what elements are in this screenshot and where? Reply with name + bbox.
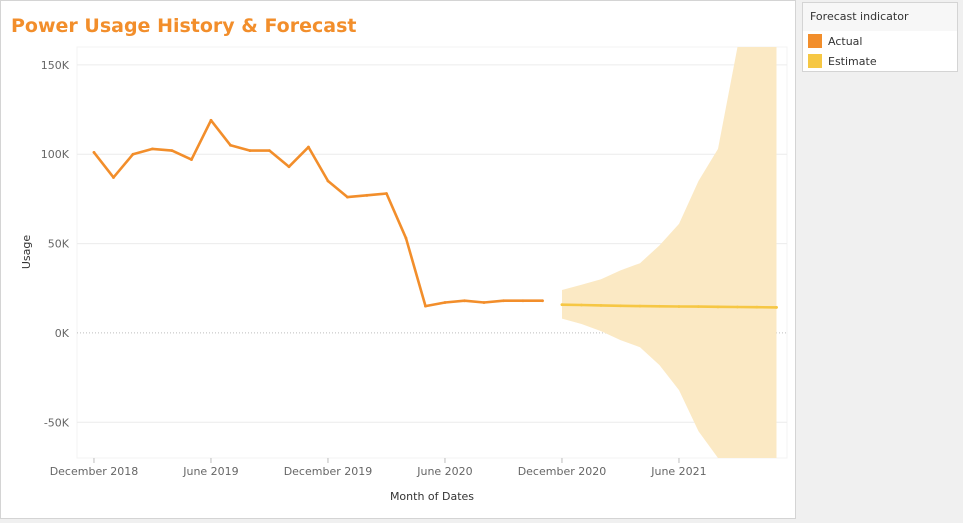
data-point-estimate[interactable] <box>716 305 720 309</box>
data-point-estimate[interactable] <box>638 304 642 308</box>
data-point-actual[interactable] <box>307 145 310 149</box>
y-tick-label: 100K <box>41 148 70 161</box>
worksheet: Power Usage History & Forecast 150K 100K 5… <box>0 0 796 519</box>
data-point-actual[interactable] <box>287 165 291 169</box>
data-point-actual[interactable] <box>502 299 505 303</box>
data-point-actual[interactable] <box>131 152 135 156</box>
data-point-actual[interactable] <box>190 158 193 161</box>
y-axis-title: Usage <box>20 235 33 270</box>
legend[interactable]: Forecast indicator Actual Estimate <box>802 2 958 72</box>
data-point-actual[interactable] <box>248 149 252 153</box>
data-point-actual[interactable] <box>385 192 388 195</box>
data-point-estimate[interactable] <box>697 305 700 309</box>
x-axis-title: Month of Dates <box>390 490 474 503</box>
data-point-actual[interactable] <box>365 193 369 197</box>
data-point-actual[interactable] <box>112 176 115 179</box>
y-tick-label: 50K <box>48 238 70 251</box>
data-point-estimate[interactable] <box>658 304 661 308</box>
data-point-actual[interactable] <box>229 143 232 147</box>
data-point-actual[interactable] <box>541 299 544 303</box>
legend-swatch-estimate <box>808 54 822 68</box>
legend-label-estimate: Estimate <box>828 54 877 68</box>
data-point-estimate[interactable] <box>560 303 564 307</box>
data-point-estimate[interactable] <box>677 305 681 308</box>
data-point-actual[interactable] <box>170 149 174 153</box>
legend-label-actual: Actual <box>828 34 863 48</box>
legend-item-actual[interactable]: Actual <box>803 31 957 51</box>
forecast-band <box>562 47 777 458</box>
data-point-actual[interactable] <box>521 299 525 303</box>
data-point-actual[interactable] <box>92 151 96 154</box>
series-line-estimate[interactable] <box>560 303 778 309</box>
series-line-actual[interactable] <box>92 119 544 308</box>
legend-title: Forecast indicator <box>803 3 957 31</box>
chart-area[interactable]: 150K 100K 50K 0K -50K December 2018 June 2019 D… <box>1 1 797 520</box>
x-tick-label: December 2018 <box>50 465 139 478</box>
data-point-actual[interactable] <box>404 236 408 240</box>
data-point-actual[interactable] <box>326 179 330 183</box>
x-tick-label: June 2020 <box>416 465 472 478</box>
x-tick-label: December 2019 <box>284 465 373 478</box>
data-point-estimate[interactable] <box>599 303 603 307</box>
plot-frame <box>76 46 788 459</box>
data-point-actual[interactable] <box>346 195 349 199</box>
legend-swatch-actual <box>808 34 822 48</box>
data-point-actual[interactable] <box>463 299 466 303</box>
data-point-estimate[interactable] <box>619 304 622 308</box>
x-tick-label: December 2020 <box>518 465 607 478</box>
data-point-estimate[interactable] <box>580 303 583 307</box>
x-tick-label: June 2019 <box>182 465 238 478</box>
legend-item-estimate[interactable]: Estimate <box>803 51 957 71</box>
data-point-actual[interactable] <box>482 301 486 304</box>
y-tick-label: -50K <box>44 416 70 429</box>
y-tick-label: 150K <box>41 59 70 72</box>
data-point-estimate[interactable] <box>755 305 759 309</box>
data-point-actual[interactable] <box>443 301 447 304</box>
data-point-actual[interactable] <box>209 118 213 122</box>
chart-title: Power Usage History & Forecast <box>11 15 357 37</box>
y-tick-label: 0K <box>55 327 70 340</box>
data-point-actual[interactable] <box>268 149 271 153</box>
data-point-estimate[interactable] <box>775 305 778 309</box>
data-point-actual[interactable] <box>424 304 427 308</box>
x-tick-label: June 2021 <box>650 465 706 478</box>
data-point-estimate[interactable] <box>736 305 739 309</box>
data-point-actual[interactable] <box>151 147 154 151</box>
